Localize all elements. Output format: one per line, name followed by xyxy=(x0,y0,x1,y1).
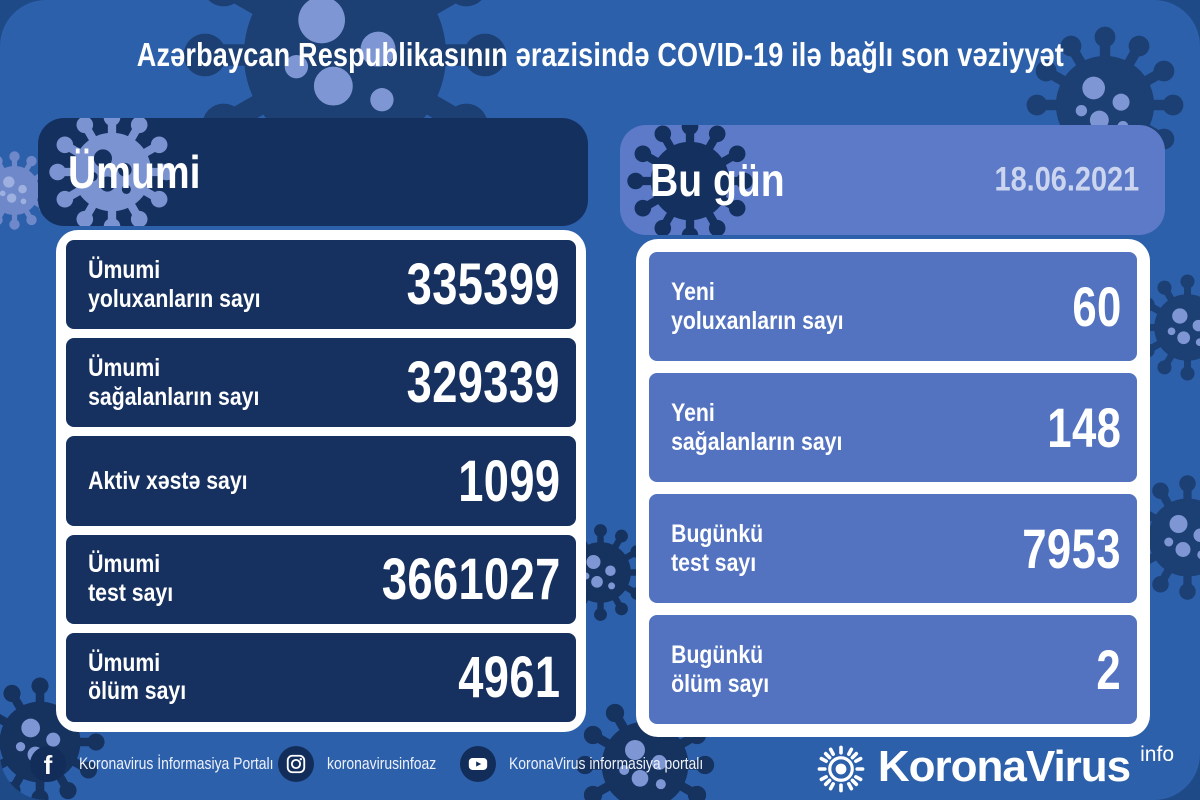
stat-label: Ümumi yoluxanların sayı xyxy=(88,255,261,313)
facebook-link[interactable]: f Koronavirus İnformasiya Portalı xyxy=(30,746,316,782)
totals-header-label: Ümumi xyxy=(68,146,201,198)
stat-row-today-deaths: Bugünkü ölüm sayı 2 xyxy=(649,615,1137,724)
stat-row-active-cases: Aktiv xəstə sayı 1099 xyxy=(66,436,576,526)
totals-panel: Ümumi yoluxanların sayı 335399 Ümumi sağ… xyxy=(56,230,586,732)
instagram-icon xyxy=(278,746,314,782)
stat-label: Bugünkü ölüm sayı xyxy=(671,640,770,698)
today-panel: Yeni yoluxanların sayı 60 Yeni sağalanla… xyxy=(636,239,1150,737)
stat-label: Bugünkü test sayı xyxy=(671,519,764,577)
today-header: Bu gün 18.06.2021 xyxy=(620,125,1165,235)
stat-row-total-infected: Ümumi yoluxanların sayı 335399 xyxy=(66,240,576,330)
stat-row-total-tests: Ümumi test sayı 3661027 xyxy=(66,534,576,624)
stat-value: 3661027 xyxy=(381,546,561,612)
stat-row-total-deaths: Ümumi ölüm sayı 4961 xyxy=(66,632,576,723)
report-date: 18.06.2021 xyxy=(994,160,1139,199)
virus-sun-icon xyxy=(817,745,865,793)
stat-row-new-recovered: Yeni sağalanların sayı 148 xyxy=(649,373,1137,482)
totals-header: Ümumi xyxy=(38,118,588,226)
stat-label: Yeni yoluxanların sayı xyxy=(671,277,844,335)
stat-row-today-tests: Bugünkü test sayı 7953 xyxy=(649,494,1137,603)
youtube-icon xyxy=(460,746,496,782)
stat-value: 329339 xyxy=(407,350,561,416)
stat-value: 148 xyxy=(1047,396,1122,459)
stat-label: Ümumi test sayı xyxy=(88,550,174,608)
facebook-label: Koronavirus İnformasiya Portalı xyxy=(79,754,274,773)
stat-value: 60 xyxy=(1072,275,1122,338)
stat-label: Ümumi sağalanların sayı xyxy=(88,354,260,411)
stat-value: 4961 xyxy=(458,644,561,710)
stat-label: Ümumi ölüm sayı xyxy=(88,648,187,706)
page-title: Azərbaycan Respublikasının ərazisində CO… xyxy=(136,36,1064,73)
stat-value: 2 xyxy=(1096,638,1122,701)
instagram-link[interactable]: koronavirusinfoaz xyxy=(278,746,460,782)
youtube-link[interactable]: KoronaVirus informasiya portalı xyxy=(460,746,746,782)
stat-value: 1099 xyxy=(458,448,561,514)
stat-row-total-recovered: Ümumi sağalanların sayı 329339 xyxy=(66,338,576,428)
logo-superscript: info xyxy=(1140,743,1174,766)
stat-label: Yeni sağalanların sayı xyxy=(671,398,843,456)
stat-value: 7953 xyxy=(1022,517,1122,580)
footer: f Koronavirus İnformasiya Portalı korona… xyxy=(0,738,1200,798)
instagram-label: koronavirusinfoaz xyxy=(327,754,437,773)
stat-row-new-infected: Yeni yoluxanların sayı 60 xyxy=(649,252,1137,361)
koronavirus-logo[interactable]: KoronaVirus info xyxy=(814,738,1174,796)
today-header-label: Bu gün xyxy=(650,154,785,206)
stat-label: Aktiv xəstə sayı xyxy=(88,466,248,495)
logo-text: KoronaVirus xyxy=(877,742,1131,791)
stat-value: 335399 xyxy=(407,252,561,318)
youtube-label: KoronaVirus informasiya portalı xyxy=(509,754,704,773)
facebook-icon: f xyxy=(30,746,66,782)
